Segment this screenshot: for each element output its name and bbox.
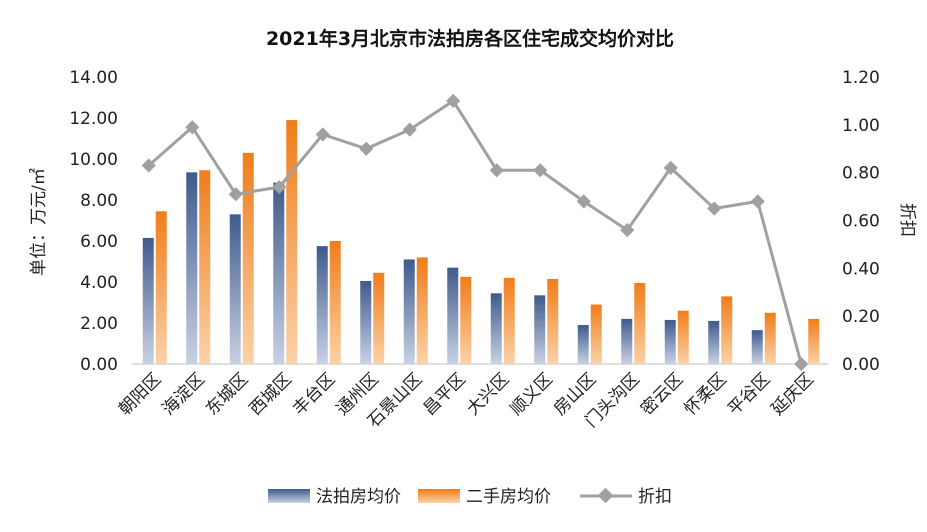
category-labels: 朝阳区海淀区东城区西城区丰台区通州区石景山区昌平区大兴区顺义区房山区门头沟区密云…: [115, 369, 818, 431]
y-tick-label: 4.00: [80, 273, 118, 293]
legend-swatch-resale: [418, 489, 460, 503]
bar-auction-price: [708, 320, 720, 364]
discount-point: [359, 141, 374, 156]
bar-resale-price: [286, 120, 298, 364]
y-tick-label: 6.00: [80, 232, 118, 252]
bar-auction-price: [229, 214, 241, 364]
category-label: 密云区: [637, 369, 687, 419]
legend-label-discount: 折扣: [638, 487, 672, 507]
discount-line: [141, 93, 809, 372]
bar-auction-price: [273, 182, 285, 364]
bar-resale-price: [373, 272, 385, 364]
bar-auction-price: [403, 259, 415, 364]
y-axis-label: 单位：万元/㎡: [29, 168, 49, 276]
y-tick-label: 10.00: [69, 150, 118, 170]
legend-marker-discount: [597, 487, 614, 504]
category-label: 海淀区: [159, 369, 209, 419]
bar-auction-price: [447, 267, 459, 364]
y2-tick-label: 1.20: [842, 68, 880, 88]
discount-point: [141, 158, 156, 173]
bar-resale-price: [503, 277, 515, 364]
category-label: 大兴区: [463, 369, 513, 419]
bar-auction-price: [142, 237, 154, 364]
y-tick-label: 12.00: [69, 109, 118, 129]
left-axis-ticks: 0.00 2.00 4.00 6.00 8.00 10.00 12.00 14.00: [69, 68, 118, 375]
bar-auction-price: [664, 319, 676, 364]
bar-resale-price: [808, 318, 820, 364]
discount-point: [750, 194, 765, 209]
discount-point: [272, 179, 287, 195]
chart-title: 2021年3月北京市法拍房各区住宅成交均价对比: [266, 27, 674, 50]
discount-point: [533, 163, 548, 178]
bar-resale-price: [155, 211, 167, 364]
discount-point: [620, 222, 635, 238]
bar-auction-price: [186, 172, 198, 364]
bar-resale-price: [721, 296, 733, 364]
bar-resale-price: [590, 304, 602, 364]
bar-auction-price: [534, 295, 546, 364]
bar-auction-price: [577, 325, 589, 364]
bar-resale-price: [677, 310, 689, 364]
bars: [142, 120, 820, 364]
category-label: 昌平区: [420, 369, 470, 419]
y2-tick-label: 0.40: [842, 259, 880, 279]
bar-auction-price: [751, 330, 763, 364]
y2-tick-label: 0.20: [842, 307, 880, 327]
bar-resale-price: [460, 276, 472, 364]
legend: 法拍房均价 二手房均价 折扣: [268, 487, 672, 507]
discount-point: [663, 160, 678, 175]
category-label: 丰台区: [289, 369, 339, 419]
legend-label-auction: 法拍房均价: [316, 487, 401, 507]
discount-point: [402, 122, 417, 137]
discount-point: [228, 187, 243, 202]
legend-swatch-auction: [268, 489, 310, 503]
y-tick-label: 8.00: [80, 191, 118, 211]
discount-point: [446, 93, 461, 108]
category-label: 西城区: [246, 369, 296, 419]
y2-tick-label: 1.00: [842, 116, 880, 136]
legend-label-resale: 二手房均价: [466, 487, 551, 507]
discount-point: [576, 194, 591, 209]
y-tick-label: 14.00: [69, 68, 118, 88]
category-label: 东城区: [202, 369, 252, 419]
category-label: 顺义区: [507, 369, 557, 419]
bar-resale-price: [329, 241, 341, 364]
discount-point: [794, 356, 809, 372]
bar-auction-price: [316, 246, 328, 364]
bar-auction-price: [360, 280, 372, 364]
bar-resale-price: [199, 170, 211, 364]
bar-resale-price: [416, 257, 428, 364]
discount-point: [707, 201, 722, 216]
bar-auction-price: [621, 318, 633, 364]
bar-resale-price: [634, 283, 646, 364]
bar-auction-price: [490, 293, 502, 364]
discount-polyline: [147, 99, 803, 365]
y-tick-label: 2.00: [80, 314, 118, 334]
bar-resale-price: [547, 278, 559, 364]
discount-point: [489, 163, 504, 178]
category-label: 延庆区: [768, 369, 818, 419]
category-label: 怀柔区: [681, 369, 731, 419]
category-label: 平谷区: [724, 369, 774, 419]
bar-resale-price: [242, 152, 254, 364]
y-tick-label: 0.00: [80, 355, 118, 375]
discount-point: [315, 127, 330, 142]
right-axis-ticks: 0.00 0.20 0.40 0.60 0.80 1.00 1.20: [842, 68, 880, 375]
bar-resale-price: [764, 312, 776, 364]
category-label: 朝阳区: [115, 369, 165, 419]
y2-tick-label: 0.00: [842, 355, 880, 375]
y2-axis-label: 折扣: [897, 203, 917, 237]
y2-tick-label: 0.80: [842, 164, 880, 184]
y2-tick-label: 0.60: [842, 212, 880, 232]
